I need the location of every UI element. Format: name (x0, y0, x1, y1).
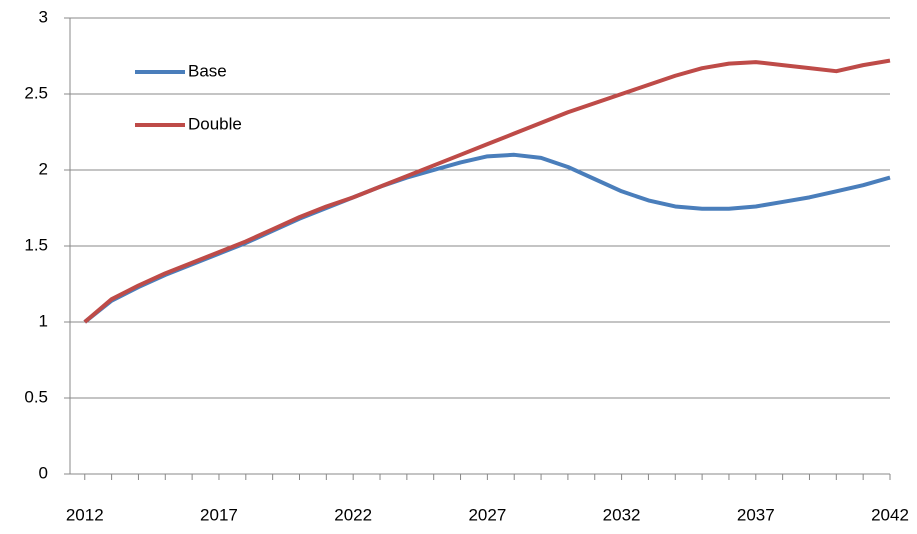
series-line (83, 58, 891, 324)
y-tick-label: 2 (39, 159, 48, 178)
x-tick-label: 2027 (468, 505, 506, 524)
y-tick-label: 1 (39, 311, 48, 330)
y-tick-label: 3 (39, 7, 48, 26)
x-tick-label: 2022 (334, 505, 372, 524)
series-line (83, 152, 891, 324)
y-tick-label: 2.5 (24, 83, 48, 102)
x-tick-label: 2012 (66, 505, 104, 524)
y-tick-label: 0 (39, 463, 48, 482)
x-tick-label: 2042 (871, 505, 909, 524)
y-tick-label: 0.5 (24, 387, 48, 406)
x-tick-label: 2017 (200, 505, 238, 524)
y-tick-label: 1.5 (24, 235, 48, 254)
x-tick-label: 2032 (603, 505, 641, 524)
x-tick-label: 2037 (737, 505, 775, 524)
legend-label: Double (188, 114, 242, 133)
legend-label: Base (188, 61, 227, 80)
